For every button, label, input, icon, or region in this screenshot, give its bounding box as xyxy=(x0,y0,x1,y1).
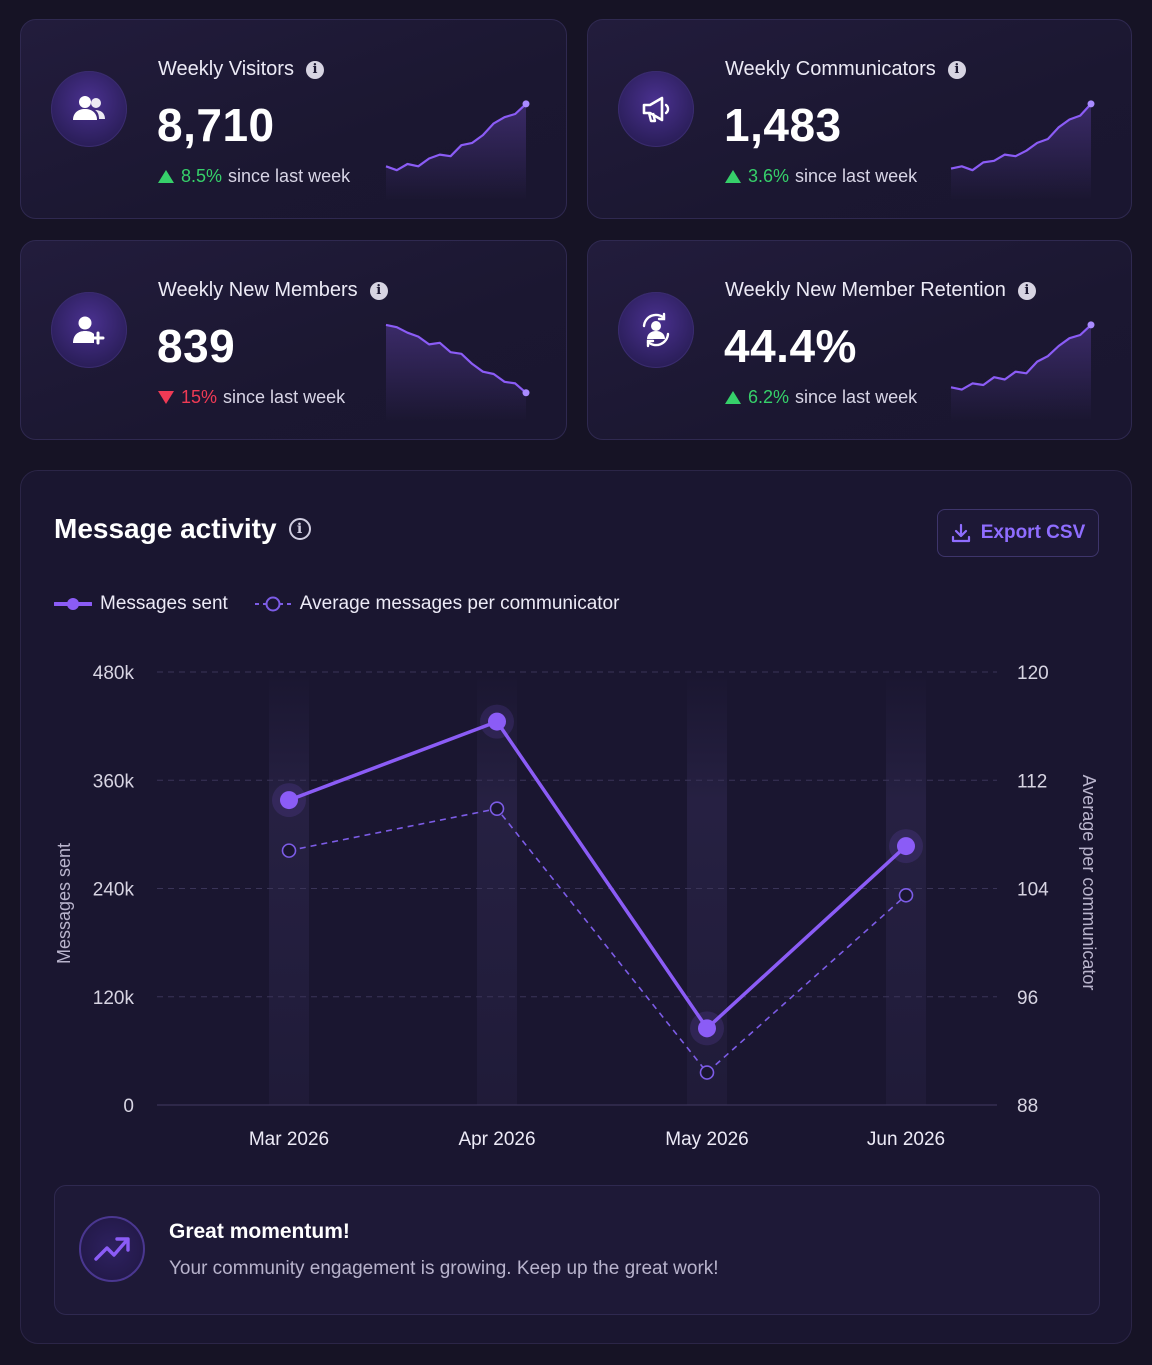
sparkline xyxy=(385,100,530,200)
x-tick-label: Apr 2026 xyxy=(458,1129,535,1150)
stat-change: 8.5% since last week xyxy=(158,166,350,187)
y-tick-label: 0 xyxy=(123,1096,134,1117)
y-tick-label: 480k xyxy=(93,663,135,684)
stat-title: Weekly Visitors xyxy=(158,58,294,80)
export-csv-label: Export CSV xyxy=(980,522,1086,543)
momentum-title: Great momentum! xyxy=(169,1220,350,1243)
series-point-average xyxy=(699,1065,715,1080)
legend-line-dashed-icon xyxy=(254,596,291,612)
stat-card-visitors: Weekly Visitors i 8,710 8.5% since last we… xyxy=(20,19,567,219)
arrow-up-icon xyxy=(725,170,741,183)
megaphone-icon xyxy=(618,71,694,147)
stat-card-new-members: Weekly New Members i 839 15% since last we… xyxy=(20,240,567,440)
sparkline xyxy=(950,321,1095,421)
sparkline-end-point xyxy=(522,389,530,397)
stat-title: Weekly New Members xyxy=(158,279,358,301)
legend-label: Average messages per communicator xyxy=(299,593,620,614)
sparkline-path xyxy=(385,103,527,172)
legend-label: Messages sent xyxy=(100,593,228,614)
stat-change: 3.6% since last week xyxy=(725,166,917,187)
change-percent: 15% xyxy=(181,387,218,407)
series-line-average xyxy=(288,807,907,1074)
change-percent: 6.2% xyxy=(748,387,790,407)
y-right-tick-label: 104 xyxy=(1017,880,1049,901)
y-axis-title: Messages sent xyxy=(54,843,74,964)
sparkline-path xyxy=(385,323,527,394)
message-activity-chart: 0 88 120k 96 240k 104 360k 112 480k 120 Mar 2026 Ap… xyxy=(54,663,1099,1150)
users-icon xyxy=(51,71,127,147)
stat-value: 8,710 xyxy=(157,99,275,151)
sparkline-end-point xyxy=(522,100,530,108)
y-tick-label: 240k xyxy=(93,880,135,901)
series-point-messages-sent xyxy=(897,837,915,856)
info-icon[interactable]: i xyxy=(305,60,324,79)
legend-item-messages-sent[interactable]: Messages sent xyxy=(54,593,228,615)
legend-line-solid-icon xyxy=(54,598,92,610)
series-point-average xyxy=(281,843,297,858)
section-title: Message activity xyxy=(54,513,277,544)
legend-item-average[interactable]: Average messages per communicator xyxy=(254,593,620,615)
add-user-icon xyxy=(51,292,127,368)
info-icon[interactable]: i xyxy=(947,60,966,79)
export-csv-button[interactable]: Export CSV xyxy=(937,509,1099,557)
sparkline-area xyxy=(951,103,1091,200)
arrow-up-icon xyxy=(725,391,741,404)
sparkline-path xyxy=(950,103,1092,172)
change-text: since last week xyxy=(223,387,346,407)
info-icon[interactable]: i xyxy=(1017,281,1036,300)
y-tick-label: 360k xyxy=(93,771,135,792)
series-line-messages-sent xyxy=(288,719,908,1031)
info-icon[interactable]: i xyxy=(369,281,388,300)
message-activity-card: Message activity i Export CSV Messages se… xyxy=(20,470,1132,1344)
y-right-tick-label: 88 xyxy=(1017,1096,1038,1117)
momentum-banner: Great momentum! Your community engagemen… xyxy=(54,1185,1100,1315)
series-point-messages-sent xyxy=(698,1019,716,1038)
trend-up-icon xyxy=(79,1216,145,1282)
stat-title: Weekly Communicators xyxy=(725,58,936,80)
arrow-up-icon xyxy=(158,170,174,183)
info-icon[interactable]: i xyxy=(288,518,311,540)
y-right-tick-label: 112 xyxy=(1017,771,1047,792)
sparkline xyxy=(385,323,530,421)
change-text: since last week xyxy=(228,166,351,186)
arrow-down-icon xyxy=(158,391,174,404)
change-text: since last week xyxy=(795,387,918,407)
sparkline-path xyxy=(950,324,1092,391)
x-tick-label: May 2026 xyxy=(665,1129,748,1150)
sparkline-end-point xyxy=(1087,321,1095,329)
stat-card-communicators: Weekly Communicators i 1,483 3.6% since la… xyxy=(587,19,1132,219)
stat-value: 839 xyxy=(157,320,236,372)
retention-icon xyxy=(618,292,694,368)
stat-title: Weekly New Member Retention xyxy=(725,279,1006,301)
stat-change: 15% since last week xyxy=(158,387,345,408)
stat-value: 44.4% xyxy=(724,320,857,372)
x-tick-label: Mar 2026 xyxy=(249,1129,329,1150)
series-point-messages-sent xyxy=(488,712,506,731)
chart-legend: Messages sent Average messages per commu… xyxy=(54,593,645,615)
sparkline-area xyxy=(386,324,526,421)
sparkline xyxy=(950,100,1095,200)
y-tick-label: 120k xyxy=(93,988,135,1009)
stat-value: 1,483 xyxy=(724,99,842,151)
series-point-average xyxy=(489,801,505,816)
y-right-axis-title: Average per communicator xyxy=(1079,775,1099,991)
sparkline-end-point xyxy=(1087,100,1095,108)
y-right-tick-label: 120 xyxy=(1017,663,1049,684)
stat-change: 6.2% since last week xyxy=(725,387,917,408)
change-percent: 3.6% xyxy=(748,166,790,186)
stat-card-retention: Weekly New Member Retention i 44.4% 6.2% s… xyxy=(587,240,1132,440)
change-percent: 8.5% xyxy=(181,166,223,186)
change-text: since last week xyxy=(795,166,918,186)
y-right-tick-label: 96 xyxy=(1017,988,1038,1009)
series-point-messages-sent xyxy=(280,791,298,810)
download-icon xyxy=(951,523,970,543)
series-point-average xyxy=(898,887,914,903)
x-tick-label: Jun 2026 xyxy=(867,1129,945,1150)
momentum-text: Your community engagement is growing. Ke… xyxy=(169,1258,719,1279)
